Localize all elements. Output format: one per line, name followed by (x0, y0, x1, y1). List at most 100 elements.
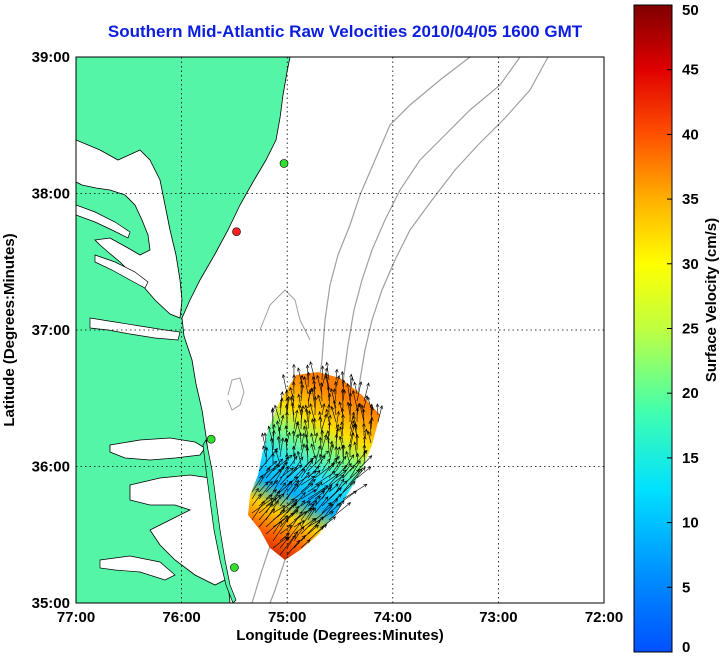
velocity-arrow (300, 503, 315, 521)
velocity-arrow (299, 408, 304, 430)
velocity-arrow (321, 498, 338, 521)
velocity-arrow (314, 481, 323, 493)
velocity-arrow (352, 415, 358, 430)
velocity-arrow (300, 443, 306, 458)
x-tick-label: 75:00 (268, 609, 306, 626)
velocity-vectors (251, 361, 384, 556)
velocity-arrow (318, 453, 323, 465)
velocity-arrow (276, 435, 281, 451)
velocity-arrow (340, 388, 345, 409)
neuse-river (99, 555, 176, 581)
velocity-arrow (270, 408, 275, 430)
radar-station-marker (232, 227, 241, 237)
x-tick-label: 77:00 (57, 609, 95, 626)
rappahannock-river (94, 254, 149, 289)
velocity-arrow (258, 447, 278, 472)
velocity-arrow (318, 416, 323, 437)
velocity-arrow (279, 505, 300, 528)
velocity-arrow (327, 421, 332, 437)
velocity-arrow (274, 449, 281, 465)
velocity-arrow (342, 454, 355, 472)
colorbar-label: Surface Velocity (cm/s) (703, 218, 720, 382)
velocity-arrow (358, 402, 365, 423)
velocity-arrow (263, 432, 268, 444)
velocity-arrow (319, 381, 324, 402)
velocity-arrow (317, 394, 323, 409)
velocity-arrow (314, 496, 329, 514)
velocity-arrow (297, 393, 302, 409)
velocity-arrow (349, 376, 354, 395)
velocity-arrow (293, 520, 305, 528)
velocity-arrow (265, 494, 282, 507)
velocity-arrow (261, 432, 267, 451)
map-title: Southern Mid-Atlantic Raw Velocities 201… (107, 22, 583, 41)
velocity-arrow (291, 380, 296, 395)
velocity-arrow (297, 404, 302, 416)
velocity-arrow (272, 520, 283, 535)
velocity-arrow (274, 404, 281, 423)
bathymetry-contour-5 (227, 377, 245, 411)
velocity-arrow (307, 390, 312, 409)
velocity-arrow (304, 407, 309, 423)
grid-lines (76, 57, 604, 603)
velocity-arrow (312, 385, 317, 402)
velocity-arrow (307, 495, 322, 507)
velocity-arrow (272, 423, 276, 437)
velocity-arrow (293, 534, 306, 549)
velocity-arrow (272, 536, 289, 549)
velocity-arrow (320, 429, 325, 444)
velocity-arrow (300, 383, 305, 402)
velocity-arrow (307, 410, 312, 430)
velocity-arrow (290, 402, 295, 423)
velocity-arrow (340, 370, 345, 388)
velocity-arrow (356, 466, 372, 479)
colorbar-tick-label: 5 (682, 579, 690, 596)
velocity-arrow (354, 422, 358, 444)
y-tick-label: 38:00 (32, 186, 70, 203)
velocity-arrow (300, 489, 317, 500)
radar-station-marker (206, 434, 216, 444)
velocity-arrow (339, 426, 344, 444)
velocity-arrow (335, 463, 352, 486)
radar-station-marker (230, 563, 239, 572)
velocity-arrow (335, 455, 347, 472)
velocity-arrow (300, 432, 306, 451)
velocity-arrow (293, 457, 314, 479)
colorbar-tick-label: 30 (682, 256, 699, 273)
velocity-arrow (298, 432, 303, 444)
outer-banks (202, 439, 237, 603)
velocity-arrow (293, 433, 300, 451)
colorbar-tick-label: 15 (682, 450, 699, 467)
velocity-arrow (335, 478, 345, 493)
velocity-arrow (279, 532, 290, 542)
velocity-arrow (321, 433, 328, 451)
velocity-arrow (286, 539, 301, 556)
colorbar-tick-label: 10 (682, 515, 699, 532)
velocity-arrow (251, 500, 265, 521)
velocity-arrow (346, 401, 351, 416)
velocity-arrow (321, 403, 326, 416)
velocity-arrow (272, 505, 286, 514)
velocity-arrow (342, 389, 346, 402)
velocity-arrow (300, 539, 311, 549)
velocity-arrow (264, 446, 269, 465)
velocity-arrow (327, 403, 331, 416)
velocity-arrow (307, 485, 329, 500)
velocity-arrow (334, 368, 339, 381)
velocity-arrow (349, 423, 356, 444)
velocity-arrow (265, 489, 278, 500)
velocity-arrow (353, 441, 358, 458)
radar-stations (206, 159, 289, 572)
velocity-arrow (367, 430, 372, 444)
x-tick-labels: 77:00 76:00 75:00 74:00 73:00 72:00 (57, 609, 623, 626)
velocity-arrow (321, 458, 331, 472)
chesapeake-bay (76, 139, 183, 319)
velocity-arrow (251, 497, 274, 514)
axes-frame (75, 56, 605, 604)
velocity-arrow (286, 479, 299, 500)
velocity-arrow (251, 493, 262, 507)
velocity-arrow (291, 430, 296, 444)
velocity-arrow (318, 410, 323, 423)
velocity-arrow (334, 445, 338, 458)
velocity-arrow (286, 521, 302, 542)
